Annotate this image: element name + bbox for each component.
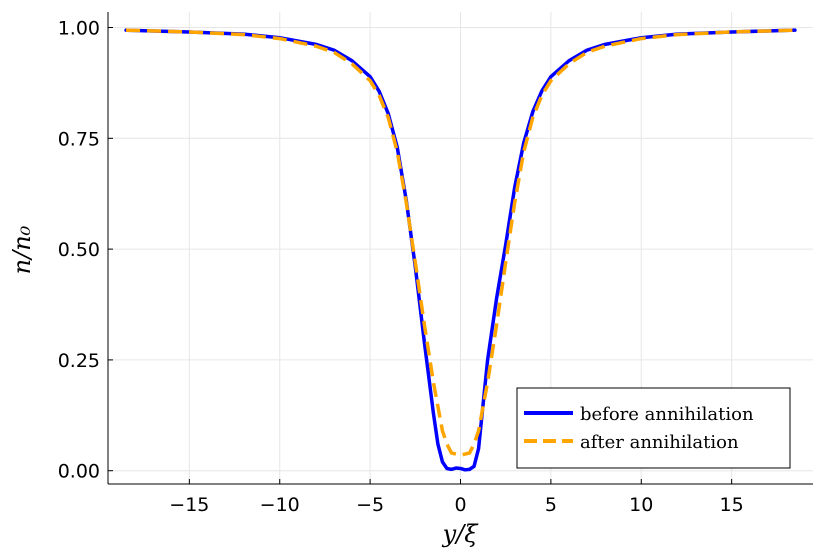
x-tick-label: 10 [629,494,653,516]
y-tick-label: 0.25 [58,350,100,372]
y-tick-label: 0.75 [58,128,100,150]
series-lines [124,28,797,472]
x-axis-title: y/ξ [442,520,480,548]
x-tick-label: 0 [454,494,466,516]
x-tick-label: −15 [169,494,209,516]
tick-labels: −15 −10 −5 0 5 10 15 0.00 0.25 0.50 0.75 1.00 [58,18,744,516]
y-axis-title: n/n₀ [8,225,36,274]
x-tick-label: 15 [720,494,744,516]
legend-box [516,387,791,469]
axes [107,12,813,485]
y-tick-label: 0.50 [58,239,100,261]
x-tick-label: 5 [545,494,557,516]
legend-label-after: after annihilation [580,432,739,453]
legend: before annihilation after annihilation [516,387,791,469]
grid-lines [108,12,813,484]
x-tick-label: −5 [356,494,384,516]
legend-label-before: before annihilation [580,404,754,425]
y-tick-label: 0.00 [58,461,100,483]
series-before-annihilation [124,28,797,472]
x-tick-label: −10 [260,494,300,516]
series-after-annihilation [126,28,795,457]
y-tick-label: 1.00 [58,18,100,40]
